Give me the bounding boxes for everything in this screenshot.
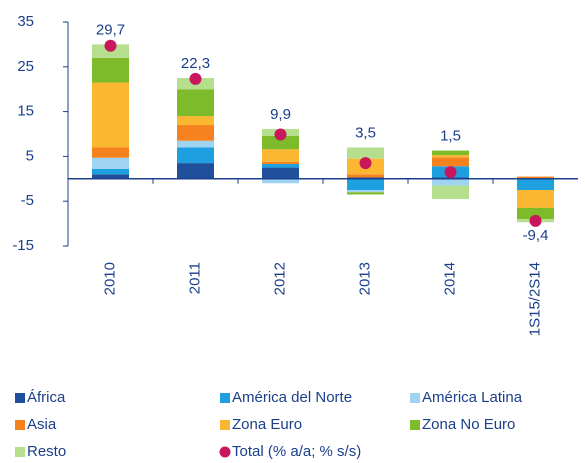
legend-swatch [15, 447, 25, 457]
total-dot [189, 72, 202, 85]
bar-segment [177, 163, 214, 179]
bar-segment [177, 89, 214, 117]
bar-segment [262, 149, 299, 162]
bar-segment [432, 157, 469, 167]
x-tick-label: 2010 [101, 262, 118, 295]
bar-segment [177, 147, 214, 164]
y-tick-label: 15 [17, 103, 34, 120]
bar-segment [347, 178, 384, 190]
total-label: 22,3 [181, 55, 210, 72]
legend-swatch [15, 393, 25, 403]
bar-segment [262, 178, 299, 184]
legend-label: Zona Euro [232, 416, 302, 433]
bar-segment [92, 147, 129, 158]
bar-segment [517, 207, 554, 220]
bar-segment [262, 135, 299, 150]
total-label: 3,5 [355, 124, 376, 141]
legend-label: África [27, 389, 66, 406]
bar-segment [92, 174, 129, 179]
bar-segment [432, 155, 469, 158]
legend-label: Resto [27, 443, 66, 460]
total-dot [444, 166, 457, 179]
x-tick-label: 1S15/2S14 [526, 262, 543, 336]
legend-swatch [219, 446, 231, 458]
x-tick-label: 2012 [271, 262, 288, 295]
bar-segment [177, 140, 214, 148]
legend-label: Asia [27, 416, 57, 433]
bar-segment [262, 161, 299, 165]
y-tick-label: 35 [17, 13, 34, 30]
bar-segment [347, 174, 384, 178]
bar-segment [177, 116, 214, 126]
legend-label: Zona No Euro [422, 416, 515, 433]
bar-segment [347, 192, 384, 195]
y-tick-label: 5 [26, 147, 34, 164]
bar-segment [432, 150, 469, 156]
bar-segment [92, 157, 129, 169]
bar-segment [517, 176, 554, 179]
bar-segment [177, 125, 214, 141]
bar-segment [347, 147, 384, 159]
legend-swatch [220, 393, 230, 403]
legend-swatch [410, 393, 420, 403]
bar-segment [517, 178, 554, 190]
total-label: 1,5 [440, 128, 461, 145]
x-tick-label: 2013 [356, 262, 373, 295]
legend-label: América Latina [422, 389, 523, 406]
total-dot [274, 128, 287, 141]
bar-segment [432, 178, 469, 186]
bar-segment [432, 185, 469, 199]
total-dot [529, 214, 542, 227]
legend-swatch [220, 420, 230, 430]
total-dot [104, 39, 117, 52]
total-label: 29,7 [96, 21, 125, 38]
bar-segment [92, 168, 129, 175]
bar-segment [262, 164, 299, 168]
total-label: -9,4 [523, 227, 549, 244]
x-tick-label: 2014 [441, 262, 458, 295]
total-label: 9,9 [270, 106, 291, 123]
legend-swatch [410, 420, 420, 430]
total-dot [359, 157, 372, 170]
legend-swatch [15, 420, 25, 430]
bar-segment [92, 82, 129, 148]
legend-label: América del Norte [232, 389, 352, 406]
bar-segment [262, 167, 299, 179]
y-tick-label: -5 [21, 192, 34, 209]
x-tick-label: 2011 [186, 262, 203, 294]
y-tick-label: -15 [12, 237, 34, 254]
bar-segment [92, 57, 129, 83]
y-tick-label: 25 [17, 58, 34, 75]
legend-label: Total (% a/a; % s/s) [232, 443, 361, 460]
bar-segment [517, 190, 554, 208]
bar-segment [347, 190, 384, 193]
